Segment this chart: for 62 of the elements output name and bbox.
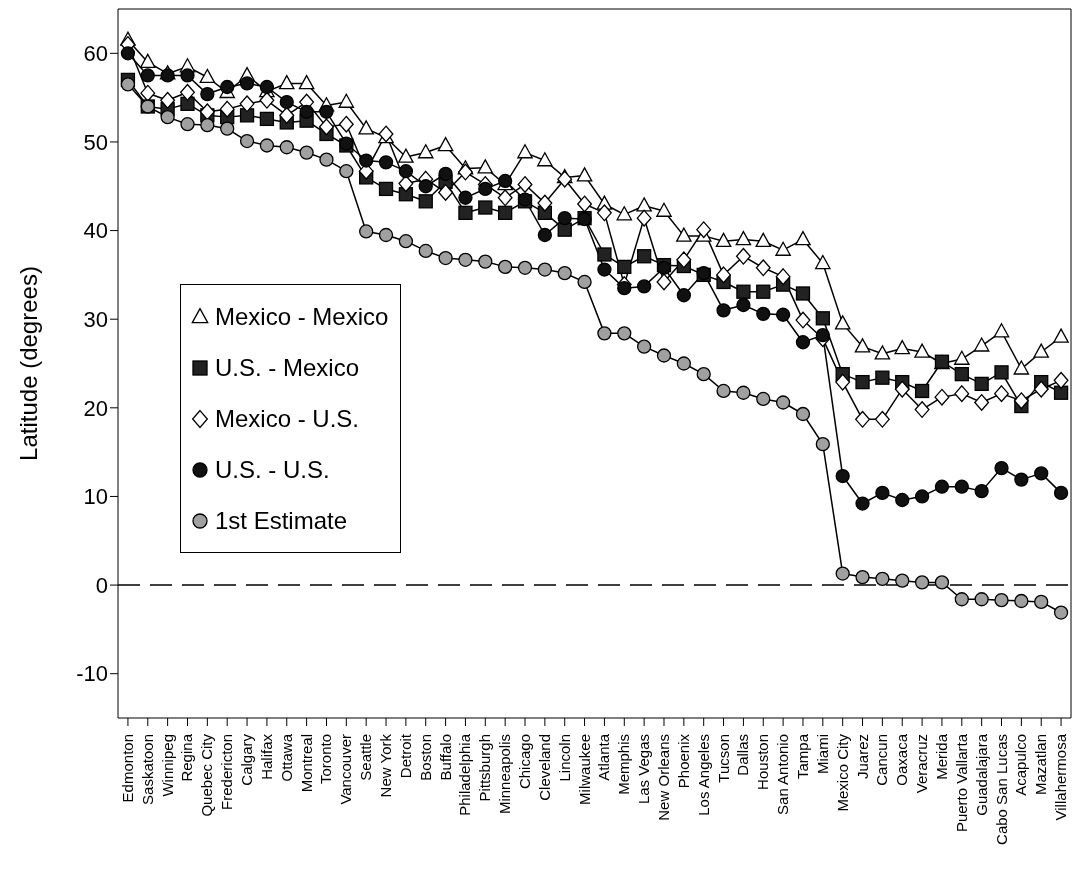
x-tick-label: Houston — [754, 734, 772, 790]
y-tick-label: 20 — [83, 395, 108, 421]
y-tick-label: -10 — [76, 661, 108, 687]
x-tick-label: Mexico City — [833, 733, 851, 812]
x-tick-label: Saskatoon — [138, 734, 156, 805]
y-tick-label: 40 — [83, 218, 108, 244]
x-tick-label: Villahermosa — [1052, 733, 1070, 821]
y-tick-label: 0 — [95, 572, 108, 598]
x-tick-label: San Antonio — [774, 734, 792, 815]
x-tick-label: New York — [377, 733, 395, 798]
x-tick-label: Milwaukee — [575, 734, 593, 805]
x-tick-label: Miami — [813, 734, 831, 774]
x-tick-label: Phoenix — [674, 733, 692, 789]
x-tick-label: Vancouver — [337, 734, 355, 805]
x-tick-label: Pittsburgh — [476, 734, 494, 802]
x-tick-label: Guadalajara — [972, 733, 990, 816]
x-tick-label: Minneapolis — [496, 734, 514, 815]
x-tick-label: Dallas — [734, 734, 752, 776]
x-tick-label: Quebec City — [198, 733, 216, 817]
x-tick-label: Tucson — [714, 734, 732, 783]
x-tick-label: Memphis — [615, 734, 633, 795]
x-tick-label: Buffalo — [436, 734, 454, 781]
y-tick-label: 10 — [83, 484, 108, 510]
x-tick-label: Cabo San Lucas — [992, 734, 1010, 845]
x-tick-label: Toronto — [317, 734, 335, 785]
x-tick-label: Winnipeg — [158, 734, 176, 797]
legend-label: U.S. - U.S. — [215, 455, 330, 484]
x-tick-label: Cleveland — [535, 734, 553, 801]
x-tick-label: Calgary — [238, 733, 256, 786]
x-tick-label: Detroit — [396, 733, 414, 779]
x-tick-label: Ottawa — [277, 733, 295, 782]
y-tick-label: 50 — [83, 129, 108, 155]
legend-label: U.S. - Mexico — [215, 353, 360, 382]
x-tick-label: Regina — [178, 733, 196, 782]
x-tick-label: Las Vegas — [635, 734, 653, 805]
x-tick-label: Philadelphia — [456, 733, 474, 816]
x-tick-label: Montreal — [297, 734, 315, 793]
x-tick-label: Tampa — [793, 733, 811, 780]
x-tick-label: Juarez — [853, 734, 871, 780]
x-tick-label: New Orleans — [654, 734, 672, 821]
x-tick-label: Acapulco — [1012, 734, 1030, 796]
x-tick-label: Los Angeles — [694, 734, 712, 816]
x-tick-label: Atlanta — [595, 733, 613, 781]
x-tick-label: Merida — [932, 733, 950, 780]
x-tick-label: Fredericton — [218, 734, 236, 810]
x-tick-label: Seattle — [357, 734, 375, 781]
x-tick-label: Puerto Vallarta — [952, 733, 970, 833]
x-tick-label: Cancun — [873, 734, 891, 786]
legend-label: 1st Estimate — [215, 506, 348, 535]
y-tick-label: 30 — [83, 307, 108, 332]
y-axis-title: Latitude (degrees) — [14, 266, 42, 461]
x-tick-label: Halifax — [257, 733, 275, 780]
y-tick-label: 60 — [83, 41, 108, 67]
x-tick-label: Veracruz — [913, 734, 931, 794]
legend-label: Mexico - Mexico — [215, 302, 389, 331]
x-tick-label: Mazatlan — [1032, 734, 1050, 795]
x-tick-label: Oaxaca — [893, 733, 911, 786]
x-tick-label: Edmonton — [118, 734, 136, 803]
legend-label: Mexico - U.S. — [215, 404, 360, 433]
x-tick-label: Lincoln — [555, 734, 573, 782]
x-tick-label: Boston — [416, 734, 434, 781]
x-tick-label: Chicago — [516, 734, 534, 790]
